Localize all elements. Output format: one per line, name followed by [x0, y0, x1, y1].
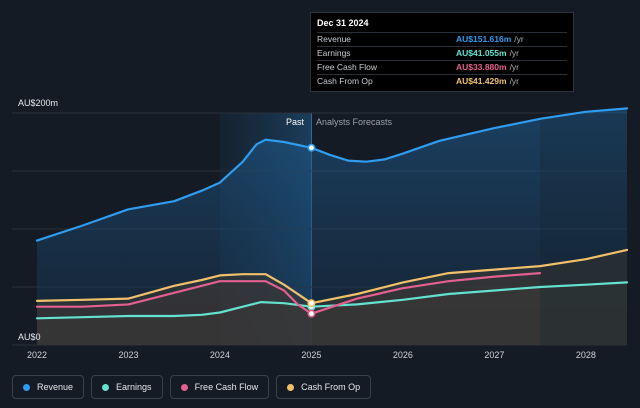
tooltip-row-earnings: Earnings AU$41.055m/yr — [317, 46, 567, 60]
x-tick-2025: 2025 — [301, 350, 321, 360]
tooltip-row-free-cash-flow: Free Cash Flow AU$33.880m/yr — [317, 60, 567, 74]
free-cash-flow-marker — [307, 309, 316, 318]
forecast-label: Analysts Forecasts — [316, 117, 393, 127]
legend-item-free-cash-flow[interactable]: Free Cash Flow — [169, 375, 270, 399]
legend-dot-icon — [23, 383, 30, 391]
tooltip-value: AU$151.616m — [456, 34, 512, 44]
cash-from-op-marker — [307, 299, 316, 308]
legend-dot-icon — [287, 383, 295, 391]
legend-label: Earnings — [116, 382, 152, 392]
legend: Revenue Earnings Free Cash Flow Cash From O… — [12, 375, 378, 399]
tooltip-value: AU$41.429m — [456, 76, 507, 86]
legend-item-earnings[interactable]: Earnings — [91, 375, 163, 399]
x-tick-2024: 2024 — [210, 350, 230, 360]
earnings-line — [35, 281, 629, 320]
cash-from-op-line — [35, 248, 629, 305]
tooltip-unit: /yr — [514, 34, 524, 44]
x-tick-2023: 2023 — [118, 350, 138, 360]
tooltip-value: AU$41.055m — [456, 48, 507, 58]
tooltip: Dec 31 2024 Revenue AU$151.616m/yr Earning… — [310, 12, 574, 92]
x-tick-2022: 2022 — [27, 350, 47, 360]
tooltip-label: Free Cash Flow — [317, 62, 377, 72]
cash-from-op-area — [37, 249, 627, 345]
tooltip-value: AU$33.880m — [456, 62, 507, 72]
tooltip-unit: /yr — [509, 48, 520, 58]
free-cash-flow-line — [35, 272, 542, 315]
x-tick-2027: 2027 — [484, 350, 504, 360]
tooltip-label: Cash From Op — [317, 76, 373, 86]
x-tick-2028: 2028 — [576, 350, 596, 360]
legend-dot-icon — [180, 383, 188, 391]
legend-dot-icon — [102, 383, 110, 391]
x-tick-2026: 2026 — [393, 350, 413, 360]
y-axis-top-label: AU$200m — [18, 98, 58, 108]
legend-item-cash-from-op[interactable]: Cash From Op — [276, 375, 372, 399]
tooltip-row-revenue: Revenue AU$151.616m/yr — [317, 32, 567, 46]
tooltip-label: Earnings — [317, 48, 351, 58]
tooltip-unit: /yr — [509, 76, 520, 86]
tooltip-label: Revenue — [317, 34, 352, 44]
legend-label: Revenue — [37, 382, 74, 392]
y-axis-bottom-label: AU$0 — [18, 332, 41, 342]
tooltip-row-cash-from-op: Cash From Op AU$41.429m/yr — [317, 74, 567, 88]
revenue-marker — [307, 143, 316, 152]
past-label: Past — [286, 117, 305, 127]
legend-label: Cash From Op — [301, 382, 361, 392]
tooltip-unit: /yr — [509, 62, 520, 72]
tooltip-date: Dec 31 2024 — [317, 18, 369, 28]
legend-item-revenue[interactable]: Revenue — [12, 375, 85, 399]
forecast-fade — [540, 113, 627, 345]
legend-label: Free Cash Flow — [194, 382, 259, 392]
